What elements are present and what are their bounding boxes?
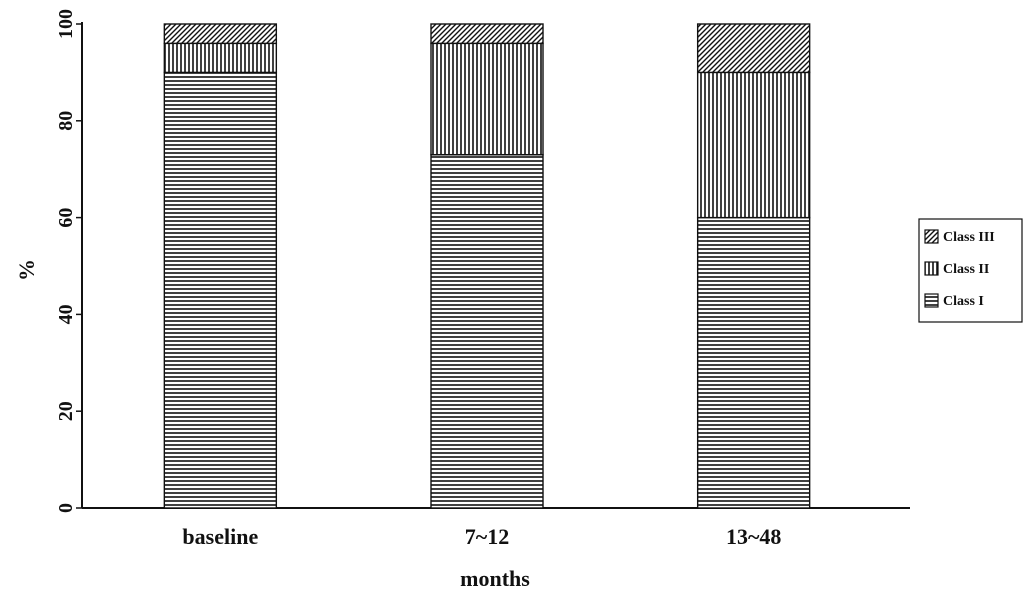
bar-segment-class-i-0 bbox=[163, 71, 278, 509]
x-tick-label: 13~48 bbox=[726, 524, 781, 549]
y-tick-label: 100 bbox=[55, 9, 77, 39]
legend: Class III Class II Class I bbox=[918, 218, 1023, 323]
bar-segment-class-i-2 bbox=[696, 216, 811, 509]
legend-swatch bbox=[924, 261, 939, 276]
x-tick-label: baseline bbox=[182, 524, 258, 549]
legend-swatch bbox=[924, 229, 939, 244]
bar-segment-class-ii-2 bbox=[696, 71, 811, 219]
bar-segment-class-ii-0 bbox=[163, 42, 278, 74]
bars bbox=[163, 23, 811, 509]
legend-items: Class III Class II Class I bbox=[924, 229, 995, 309]
bar-segment-class-iii-1 bbox=[430, 23, 544, 45]
legend-label: Class I bbox=[943, 294, 984, 309]
legend-label: Class II bbox=[943, 262, 989, 277]
axis-labels: 0 20 40 60 80 100 baseline 7~12 13~48 bbox=[55, 9, 781, 549]
y-tick-label: 80 bbox=[55, 111, 77, 131]
legend-swatch bbox=[924, 293, 939, 308]
y-tick-label: 20 bbox=[55, 401, 77, 421]
y-axis-title: % bbox=[14, 259, 39, 281]
bar-segment-class-iii-2 bbox=[696, 23, 811, 74]
x-axis-title: months bbox=[460, 566, 530, 591]
legend-label: Class III bbox=[943, 230, 995, 245]
bar-segment-class-ii-1 bbox=[430, 42, 544, 156]
bar-segment-class-i-1 bbox=[430, 153, 544, 509]
x-tick-label: 7~12 bbox=[465, 524, 509, 549]
y-tick-label: 60 bbox=[55, 208, 77, 228]
bar-segment-class-iii-0 bbox=[163, 23, 278, 45]
y-tick-label: 40 bbox=[55, 304, 77, 324]
y-tick-label: 0 bbox=[55, 503, 77, 513]
